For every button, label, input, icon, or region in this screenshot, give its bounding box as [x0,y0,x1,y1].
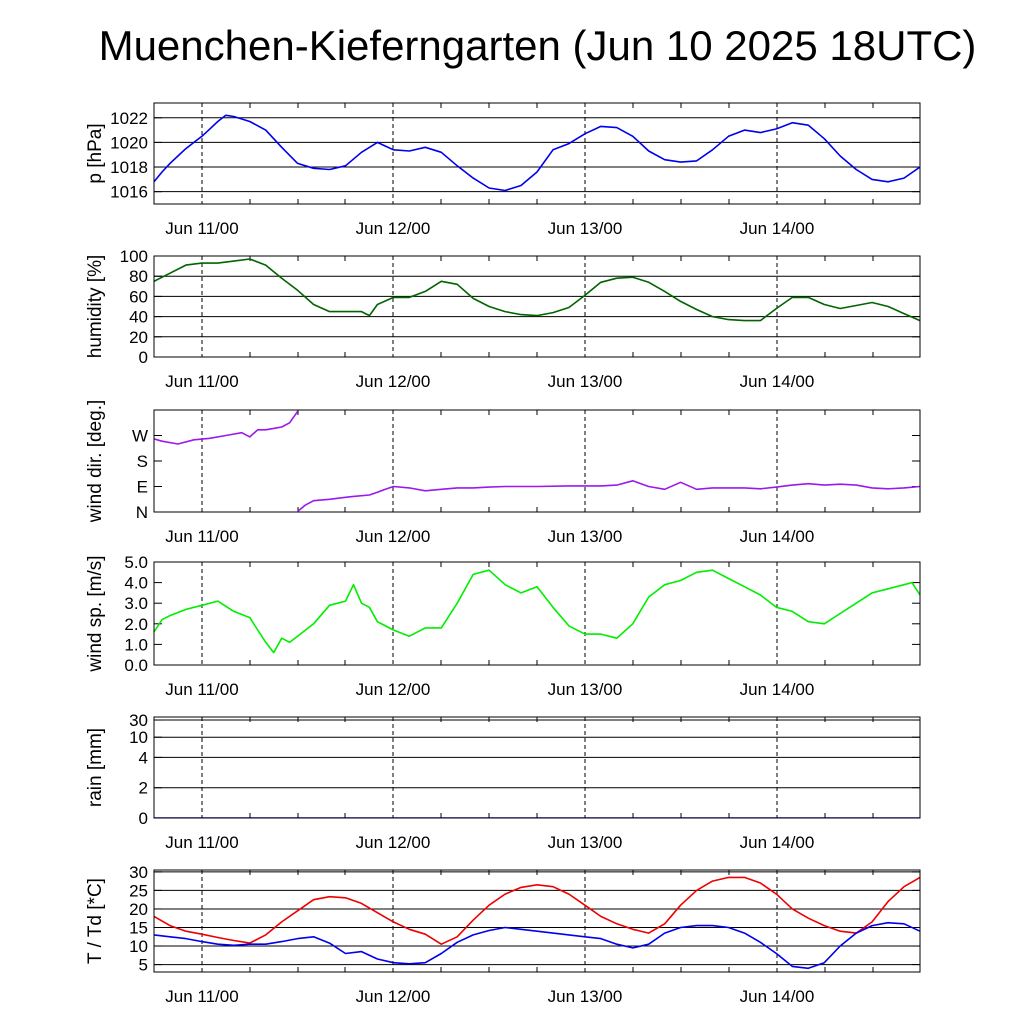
y-axis-title: p [hPa] [85,123,106,183]
y-tick-label: 0.0 [124,656,148,675]
y-tick-label: 20 [129,328,148,347]
y-tick-label: 2 [139,779,148,798]
y-tick-label: 15 [129,918,148,937]
y-axis-title: wind dir. [deg.] [85,400,106,524]
y-tick-label: 1016 [110,183,148,202]
series-line [154,258,920,322]
y-tick-label: 40 [129,308,148,327]
x-tick-label: Jun 14/00 [740,987,815,1006]
y-axis-title: T / Td [*C] [85,878,106,964]
x-tick-label: Jun 12/00 [356,680,431,699]
panel-frame [153,102,921,205]
y-tick-label: 30 [129,863,148,882]
x-tick-label: Jun 11/00 [165,219,238,238]
x-tick-label: Jun 14/00 [740,680,815,699]
panel-frame [153,409,921,513]
x-tick-label: Jun 11/00 [165,987,238,1006]
y-tick-label: 1.0 [124,635,148,654]
y-tick-label: 100 [120,247,148,266]
x-tick-label: Jun 14/00 [740,372,815,391]
y-tick-label: 25 [129,881,148,900]
y-tick-label: S [137,452,148,471]
y-tick-label: 4.0 [124,574,148,593]
y-tick-label: 60 [129,287,148,306]
y-tick-label: 1018 [110,158,148,177]
series-line [154,876,920,946]
y-tick-label: 5.0 [124,553,148,572]
y-tick-label: 1020 [110,133,148,152]
y-tick-label: 0 [139,809,148,828]
panel-frame [153,716,921,819]
x-tick-label: Jun 14/00 [740,833,815,852]
chart-title: Muenchen-Kieferngarten (Jun 10 2025 18UT… [98,22,977,69]
x-tick-label: Jun 14/00 [740,527,815,546]
y-tick-label: 80 [129,267,148,286]
y-axis-title: humidity [%] [85,255,106,358]
y-tick-label: E [137,478,148,497]
x-tick-label: Jun 13/00 [548,833,623,852]
x-tick-label: Jun 12/00 [356,372,431,391]
x-tick-label: Jun 13/00 [548,680,623,699]
y-tick-label: 4 [139,748,148,767]
panel-frame [153,255,921,358]
y-tick-label: 5 [139,956,148,975]
x-tick-label: Jun 11/00 [165,527,238,546]
panel-frame [153,869,921,973]
series-line [154,921,920,970]
x-tick-label: Jun 13/00 [548,527,623,546]
y-tick-label: 0 [139,348,148,367]
x-tick-label: Jun 11/00 [165,680,238,699]
y-axis-title: wind sp. [m/s] [85,555,106,672]
y-tick-label: 2.0 [124,615,148,634]
x-tick-label: Jun 11/00 [165,833,238,852]
x-tick-label: Jun 12/00 [356,987,431,1006]
y-tick-label: 10 [129,937,148,956]
series-line [297,479,920,512]
series-line [154,410,299,445]
y-tick-label: 10 [129,728,148,747]
y-tick-label: 30 [129,711,148,730]
x-tick-label: Jun 14/00 [740,219,815,238]
panel-frame [153,561,921,666]
x-tick-label: Jun 13/00 [548,219,623,238]
y-tick-label: N [136,503,148,522]
x-tick-label: Jun 12/00 [356,527,431,546]
x-tick-label: Jun 11/00 [165,372,238,391]
y-tick-label: W [132,427,148,446]
x-tick-label: Jun 13/00 [548,987,623,1006]
y-tick-label: 20 [129,900,148,919]
series-line [154,114,920,192]
y-tick-label: 1022 [110,109,148,128]
y-tick-label: 3.0 [124,594,148,613]
x-tick-label: Jun 12/00 [356,833,431,852]
series-line [154,569,920,654]
y-axis-title: rain [mm] [85,728,106,807]
x-tick-label: Jun 13/00 [548,372,623,391]
x-tick-label: Jun 12/00 [356,219,431,238]
